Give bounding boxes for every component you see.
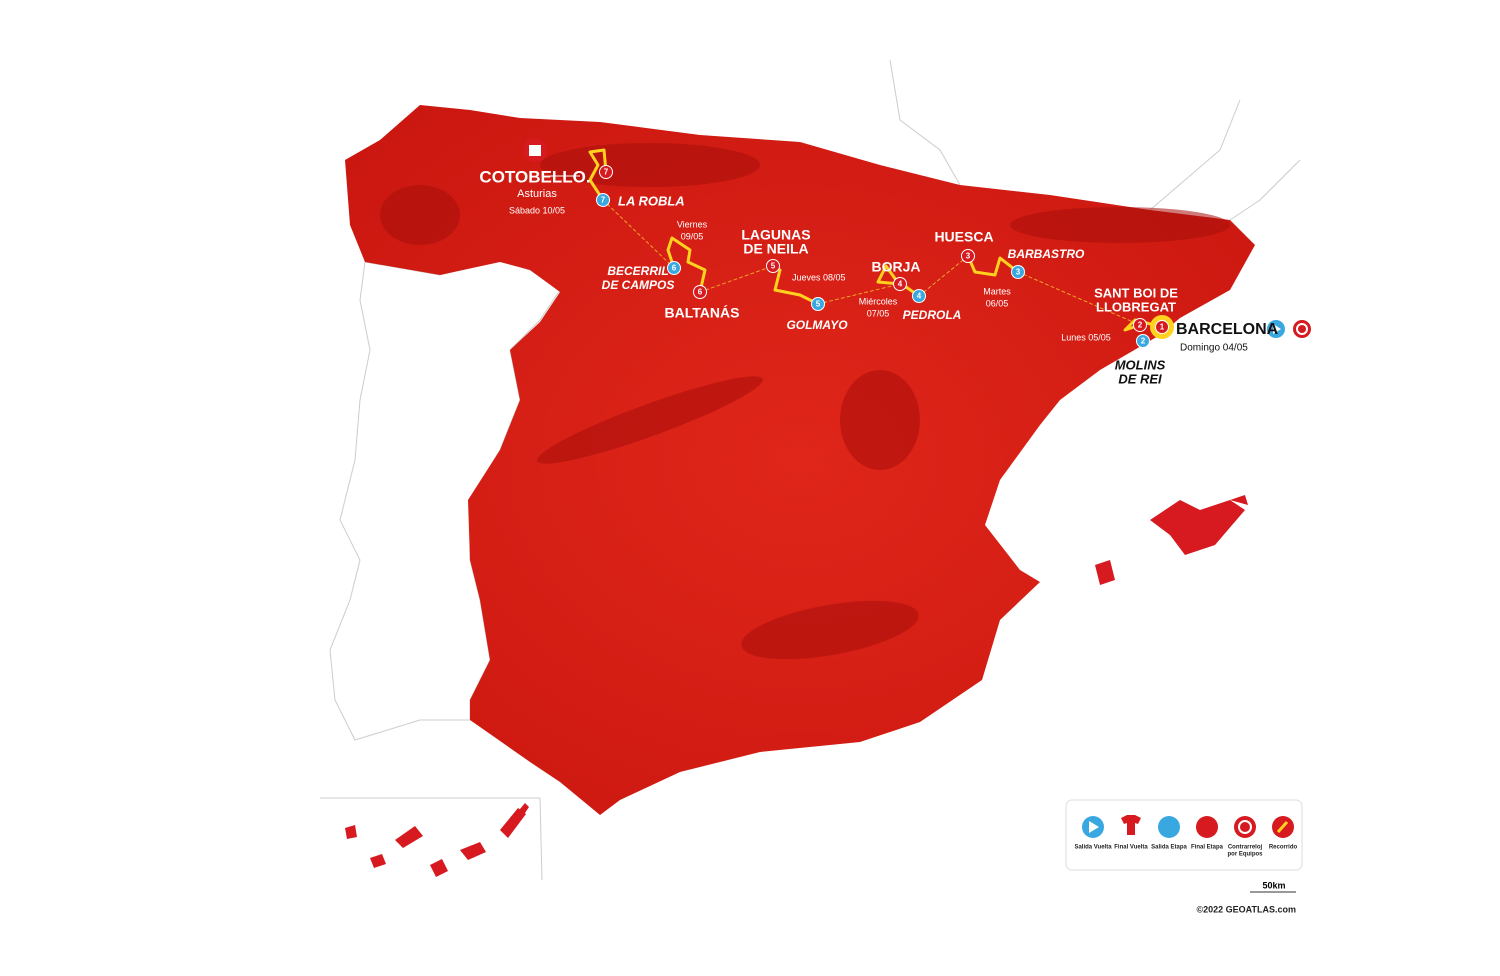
legend-label: Salida Vuelta	[1074, 845, 1112, 851]
legend-label: Final Etapa	[1191, 845, 1224, 851]
islands	[345, 495, 1248, 877]
place-label: SANT BOI DE	[1094, 285, 1178, 300]
place-label: BARBASTRO	[1008, 247, 1085, 261]
stage-number: 4	[898, 280, 903, 289]
legend-icon	[1089, 821, 1099, 833]
stage-number: 2	[1141, 337, 1146, 346]
stage-number: 1	[1160, 323, 1165, 332]
place-label: Asturias	[517, 188, 557, 200]
place-label: Martes	[983, 286, 1011, 296]
spain-land	[345, 105, 1255, 815]
legend-label: Contrarreloj	[1228, 845, 1263, 851]
legend-label: Salida Etapa	[1151, 845, 1187, 851]
place-label: BORJA	[871, 259, 920, 275]
stage-marker	[766, 259, 780, 273]
place-label: MOLINS	[1115, 357, 1166, 372]
legend-icon	[1234, 816, 1256, 838]
legend-label: Final Vuelta	[1114, 845, 1148, 851]
relief	[380, 143, 1230, 660]
stage-number: 5	[771, 262, 776, 271]
stage-marker	[667, 261, 681, 275]
place-label: LLOBREGAT	[1096, 299, 1176, 314]
stage-number: 6	[698, 288, 703, 297]
stage-marker	[1136, 334, 1150, 348]
neighbour-outline	[889, 59, 1301, 221]
place-label: GOLMAYO	[786, 318, 848, 332]
place-label: BARCELONA	[1176, 321, 1279, 338]
place-label: LAGUNAS	[741, 227, 810, 243]
legend-icon	[1196, 816, 1218, 838]
legend-icon	[1158, 816, 1180, 838]
place-label: Domingo 04/05	[1180, 343, 1248, 354]
stage-number: 6	[672, 264, 677, 273]
place-label: 09/05	[681, 231, 704, 241]
place-label: COTOBELLO.	[479, 167, 590, 186]
stage-marker	[893, 277, 907, 291]
legend-icon	[1276, 820, 1289, 834]
place-label: DE CAMPOS	[602, 278, 675, 292]
stage-number: 2	[1138, 321, 1143, 330]
stage-number: 7	[604, 168, 609, 177]
stage-number: 5	[816, 300, 821, 309]
place-label: 06/05	[986, 298, 1009, 308]
place-label: DE NEILA	[743, 241, 808, 257]
stage-marker	[811, 297, 825, 311]
stage-marker	[912, 289, 926, 303]
place-label: Miércoles	[859, 296, 898, 306]
place-label: Jueves 08/05	[792, 272, 846, 282]
place-label: Sábado 10/05	[509, 205, 565, 215]
ttt-icon	[1296, 323, 1308, 335]
ttt-icon	[1293, 320, 1311, 338]
stage-marker	[1133, 318, 1147, 332]
place-label: 07/05	[867, 308, 890, 318]
start-icon	[1273, 324, 1281, 334]
place-label: Lunes 05/05	[1061, 332, 1111, 342]
stage-marker	[599, 165, 613, 179]
stage-marker	[693, 285, 707, 299]
place-label: BECERRIL	[607, 264, 668, 278]
stage-number: 4	[917, 292, 922, 301]
legend-icon	[1238, 820, 1252, 834]
place-label: DE REI	[1118, 371, 1162, 386]
place-label: PEDROLA	[903, 308, 962, 322]
legend-label: Recorrido	[1269, 845, 1298, 851]
stage-marker	[596, 193, 610, 207]
legend-label: por Equipos	[1228, 852, 1264, 858]
place-label: LA ROBLA	[618, 193, 685, 208]
place-label: Viernes	[677, 219, 708, 229]
legend-icon	[1121, 815, 1141, 835]
stage-marker	[1155, 320, 1169, 334]
place-label: HUESCA	[934, 229, 993, 245]
jersey-icon	[529, 145, 541, 156]
place-label: BALTANÁS	[665, 305, 740, 321]
credit: ©2022 GEOATLAS.com	[1197, 904, 1297, 914]
scale-label: 50km	[1262, 880, 1285, 890]
stage-number: 3	[966, 252, 971, 261]
inset-frame	[320, 797, 543, 881]
stage-number: 7	[601, 196, 606, 205]
stage-number: 3	[1016, 268, 1021, 277]
stage-marker	[1011, 265, 1025, 279]
legend-box	[1065, 799, 1303, 871]
stage-marker	[961, 249, 975, 263]
